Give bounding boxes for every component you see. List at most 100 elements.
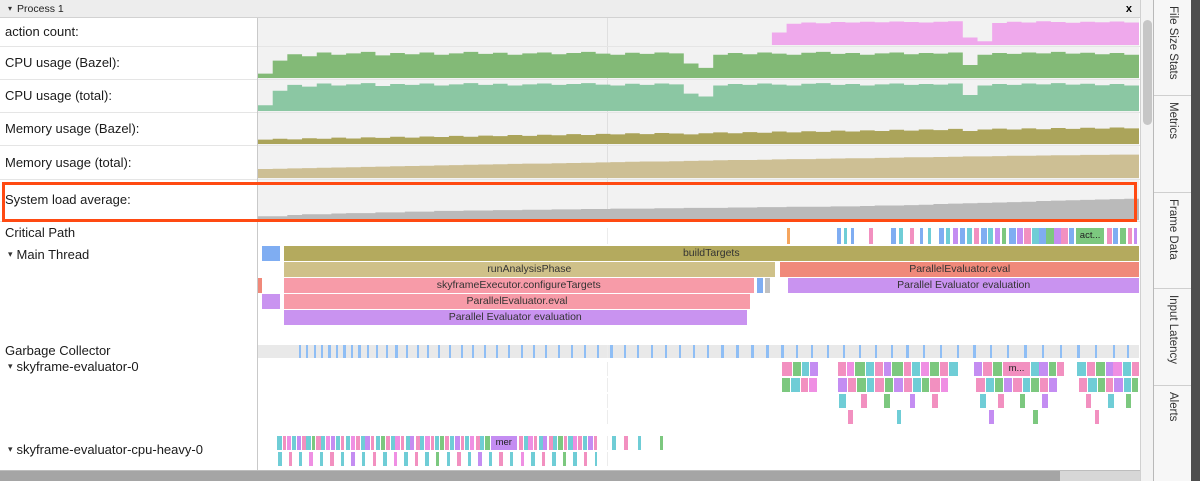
trace-slice[interactable]: [679, 345, 682, 358]
trace-slice[interactable]: [976, 378, 985, 392]
trace-slice[interactable]: [414, 452, 419, 466]
trace-slice[interactable]: [331, 436, 335, 450]
trace-slice[interactable]: [808, 378, 817, 392]
trace-slice[interactable]: [298, 452, 303, 466]
trace-slice[interactable]: [351, 436, 355, 450]
trace-slice[interactable]: [896, 410, 902, 424]
trace-slice[interactable]: [376, 436, 381, 450]
trace-slice[interactable]: [539, 436, 544, 450]
trace-slice[interactable]: [1094, 410, 1100, 424]
trace-slice[interactable]: [282, 436, 287, 450]
trace-slice[interactable]: [1086, 394, 1092, 408]
trace-slice[interactable]: [836, 228, 842, 244]
counter-track[interactable]: [258, 47, 1139, 79]
trace-slice[interactable]: [1079, 378, 1087, 392]
trace-slice[interactable]: [594, 452, 598, 466]
trace-slice[interactable]: [1004, 378, 1013, 392]
trace-slice[interactable]: [650, 345, 654, 358]
trace-slice[interactable]: ParallelEvaluator.eval: [780, 262, 1139, 277]
trace-slice[interactable]: [923, 345, 926, 358]
trace-slice[interactable]: [508, 345, 511, 358]
trace-slice[interactable]: [558, 436, 563, 450]
trace-slice[interactable]: [992, 362, 1003, 376]
trace-slice[interactable]: [861, 394, 867, 408]
trace-slice[interactable]: [940, 378, 948, 392]
trace-slice[interactable]: [1087, 362, 1095, 376]
trace-slice[interactable]: [911, 362, 921, 376]
trace-slice[interactable]: [985, 378, 994, 392]
trace-slice[interactable]: [340, 436, 345, 450]
trace-slice[interactable]: [1022, 378, 1030, 392]
trace-slice[interactable]: [1120, 228, 1126, 244]
trace-slice[interactable]: [583, 436, 587, 450]
trace-slice[interactable]: [435, 436, 440, 450]
trace-slice[interactable]: [1107, 228, 1112, 244]
trace-slice[interactable]: [894, 378, 903, 392]
trace-slice[interactable]: [381, 436, 385, 450]
main-thread-label[interactable]: ▾ Main Thread: [8, 247, 90, 262]
trace-slice[interactable]: [395, 436, 400, 450]
trace-slice[interactable]: [288, 452, 293, 466]
tab-input-latency[interactable]: Input Latency: [1154, 289, 1191, 386]
trace-slice[interactable]: [874, 362, 884, 376]
trace-slice[interactable]: [311, 436, 316, 450]
trace-slice[interactable]: [365, 436, 370, 450]
trace-slice[interactable]: [440, 436, 444, 450]
trace-slice[interactable]: [393, 452, 398, 466]
trace-slice[interactable]: [553, 436, 557, 450]
trace-slice[interactable]: [736, 345, 739, 358]
trace-slice[interactable]: [809, 362, 819, 376]
trace-slice[interactable]: [410, 436, 414, 450]
trace-slice[interactable]: [891, 228, 896, 244]
trace-slice[interactable]: [446, 452, 451, 466]
skyframe-evaluator-0-label[interactable]: ▾ skyframe-evaluator-0: [8, 359, 139, 374]
trace-slice[interactable]: [623, 345, 626, 358]
trace-slice[interactable]: [1020, 394, 1026, 408]
slice-row[interactable]: m...: [258, 362, 1139, 376]
trace-slice[interactable]: [837, 378, 848, 392]
trace-slice[interactable]: [909, 394, 916, 408]
trace-slice[interactable]: Parallel Evaluator evaluation: [788, 278, 1139, 293]
trace-slice[interactable]: [1105, 378, 1114, 392]
trace-slice[interactable]: [994, 228, 1000, 244]
trace-slice[interactable]: [796, 345, 799, 358]
trace-slice[interactable]: [1133, 228, 1138, 244]
trace-slice[interactable]: [361, 436, 365, 450]
collapse-triangle-icon[interactable]: ▾: [8, 444, 13, 454]
trace-slice[interactable]: [1049, 362, 1057, 376]
gc-track[interactable]: [258, 345, 1139, 358]
trace-slice[interactable]: [287, 436, 292, 450]
trace-slice[interactable]: [1059, 345, 1062, 358]
trace-slice[interactable]: [974, 228, 979, 244]
trace-slice[interactable]: [480, 436, 484, 450]
vertical-scrollbar[interactable]: [1140, 0, 1153, 481]
trace-slice[interactable]: [520, 345, 523, 358]
trace-slice[interactable]: [781, 345, 784, 358]
slice-row[interactable]: mer: [258, 436, 1139, 450]
trace-slice[interactable]: [883, 394, 890, 408]
trace-slice[interactable]: [989, 410, 994, 424]
trace-slice[interactable]: [1042, 394, 1049, 408]
trace-slice[interactable]: [350, 345, 353, 358]
counter-track[interactable]: [258, 180, 1139, 221]
counter-track[interactable]: [258, 113, 1139, 145]
trace-slice[interactable]: [321, 436, 325, 450]
trace-slice[interactable]: [330, 452, 334, 466]
trace-slice[interactable]: [545, 345, 548, 358]
tab-frame-data[interactable]: Frame Data: [1154, 193, 1191, 290]
trace-slice[interactable]: [857, 378, 866, 392]
trace-slice[interactable]: [922, 378, 930, 392]
trace-slice[interactable]: [509, 452, 514, 466]
trace-slice[interactable]: [325, 436, 331, 450]
trace-slice[interactable]: [756, 278, 763, 293]
trace-slice[interactable]: [990, 345, 993, 358]
slice-row[interactable]: [258, 394, 1139, 408]
trace-slice[interactable]: [1112, 345, 1115, 358]
trace-slice[interactable]: [1024, 345, 1027, 358]
trace-slice[interactable]: [751, 345, 754, 358]
trace-slice[interactable]: [376, 345, 379, 358]
trace-slice[interactable]: [588, 436, 593, 450]
trace-slice[interactable]: [973, 345, 976, 358]
trace-slice[interactable]: [912, 378, 922, 392]
trace-slice[interactable]: [1108, 394, 1115, 408]
